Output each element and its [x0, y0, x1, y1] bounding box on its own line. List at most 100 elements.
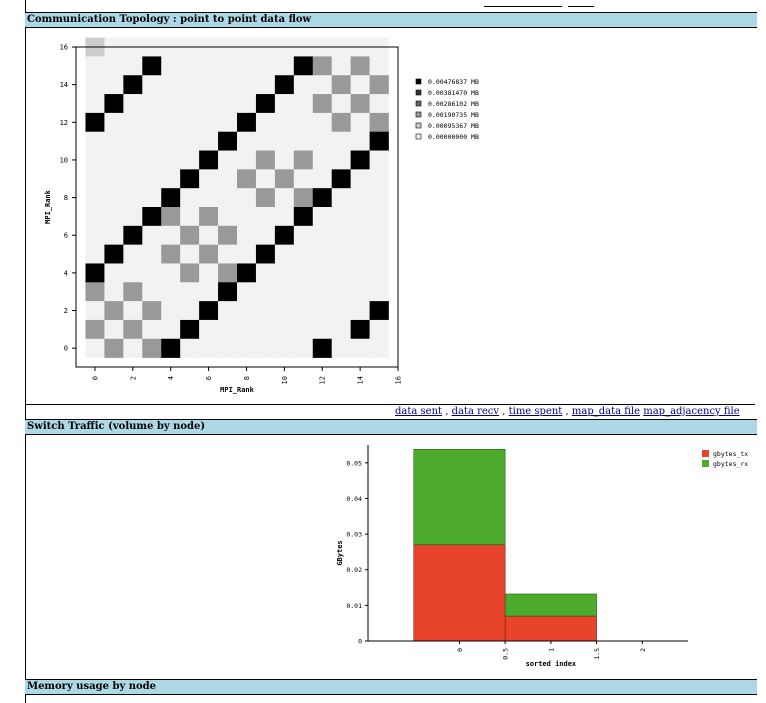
heatmap-cell: [312, 112, 333, 133]
y-tick-label: 12: [60, 119, 68, 127]
y-tick-label: 10: [60, 156, 68, 164]
heatmap-cell: [104, 94, 124, 114]
heatmap-cell: [199, 338, 219, 358]
heatmap-cell: [142, 150, 162, 170]
heatmap-cell: [142, 225, 162, 245]
heatmap-cell: [350, 244, 370, 264]
heatmap-cell: [161, 207, 181, 227]
bar-gbytes-rx: [413, 449, 506, 546]
heatmap-cell: [161, 263, 181, 283]
heatmap-cell: [104, 188, 124, 208]
heatmap-cell: [123, 112, 143, 133]
y-tick-label: 14: [60, 81, 68, 89]
heatmap-cell: [123, 131, 143, 151]
heatmap-cell: [274, 319, 295, 340]
heatmap-cell: [218, 56, 238, 76]
heatmap-cell: [331, 225, 351, 245]
heatmap-cell: [104, 282, 124, 302]
heatmap-cell: [123, 188, 143, 208]
heatmap-cell: [142, 188, 162, 208]
time-spent-link[interactable]: time spent: [508, 406, 563, 417]
heatmap-cell: [350, 131, 370, 151]
heatmap-cell: [123, 150, 143, 170]
data-sent-link[interactable]: data sent: [395, 406, 443, 417]
legend-swatch: [702, 460, 709, 467]
heatmap-cell: [369, 301, 389, 321]
topology-heatmap-chart: 0 2 4 6 8 10 12 14 16 0 2 4 6 8 10 12 14 16 MPI_Rank MPI_Ra…: [44, 37, 479, 394]
heatmap-cell: [237, 207, 257, 227]
heatmap-cell: [255, 75, 276, 95]
heatmap-cell: [180, 338, 200, 358]
heatmap-cell: [237, 56, 257, 76]
previous-link-underline[interactable]: [568, 6, 594, 7]
x-tick-label: 2: [639, 648, 647, 652]
heatmap-cell: [312, 169, 333, 189]
heatmap-cell: [274, 225, 295, 245]
heatmap-cell: [237, 112, 257, 133]
x-tick-label: 14: [357, 376, 365, 384]
heatmap-cell: [180, 188, 200, 208]
map-adjacency-file-link[interactable]: map_adjacency file: [643, 406, 740, 417]
heatmap-cell: [218, 150, 238, 170]
heatmap-cell: [255, 301, 276, 321]
legend-swatch: [415, 133, 422, 140]
heatmap-cell: [255, 169, 276, 189]
heatmap-cell: [274, 131, 295, 151]
heatmap-cell: [274, 282, 295, 302]
heatmap-cell: [104, 169, 124, 189]
heatmap-cell: [237, 188, 257, 208]
heatmap-cell: [331, 94, 351, 114]
heatmap-cell: [350, 338, 370, 358]
legend-label: 0.00286102 MB: [428, 100, 479, 108]
x-tick-label: 0: [91, 376, 99, 380]
data-recv-link[interactable]: data recv: [451, 406, 500, 417]
heatmap-cell: [218, 207, 238, 227]
heatmap-cell: [180, 169, 200, 189]
heatmap-cell: [123, 75, 143, 95]
heatmap-cell: [369, 282, 389, 302]
heatmap-cell: [104, 150, 124, 170]
heatmap-cell: [350, 112, 370, 133]
heatmap-cell: [85, 319, 105, 340]
heatmap-cell: [331, 207, 351, 227]
heatmap-cell: [161, 169, 181, 189]
heatmap-cell: [218, 244, 238, 264]
y-tick-label: 0: [64, 345, 68, 353]
heatmap-cell: [237, 319, 257, 340]
heatmap-cell: [199, 188, 219, 208]
previous-link-underline[interactable]: [484, 6, 562, 7]
heatmap-cell: [85, 56, 105, 76]
y-tick-label: 0.04: [346, 495, 362, 503]
heatmap-cell: [161, 131, 181, 151]
heatmap-cell: [350, 282, 370, 302]
link-separator: ,: [499, 406, 509, 417]
heatmap-cell: [369, 263, 389, 283]
heatmap-cell: [218, 225, 238, 245]
heatmap-cell: [180, 75, 200, 95]
heatmap-cell: [180, 131, 200, 151]
heatmap-cell: [312, 131, 333, 151]
heatmap-cell: [312, 282, 333, 302]
heatmap-cell: [85, 112, 105, 133]
heatmap-cell: [274, 263, 295, 283]
heatmap-cell: [180, 225, 200, 245]
heatmap-cell: [218, 112, 238, 133]
heatmap-cell: [255, 150, 276, 170]
heatmap-cell: [350, 75, 370, 95]
heatmap-cell: [274, 244, 295, 264]
heatmap-cell: [312, 319, 333, 340]
map-data-file-link[interactable]: map_data file: [571, 406, 641, 417]
heatmap-cell: [161, 94, 181, 114]
legend-swatch: [415, 78, 422, 85]
section-header-memory: Memory usage by node: [25, 679, 757, 695]
heatmap-cell: [369, 188, 389, 208]
heatmap-cell: [218, 263, 238, 283]
heatmap-cell: [199, 263, 219, 283]
heatmap-cell: [369, 338, 389, 358]
heatmap-cell: [369, 75, 389, 95]
y-tick-label: 8: [64, 194, 68, 202]
heatmap-cell: [180, 112, 200, 133]
heatmap-cell: [142, 244, 162, 264]
heatmap-cell: [293, 188, 314, 208]
heatmap-cell: [142, 263, 162, 283]
